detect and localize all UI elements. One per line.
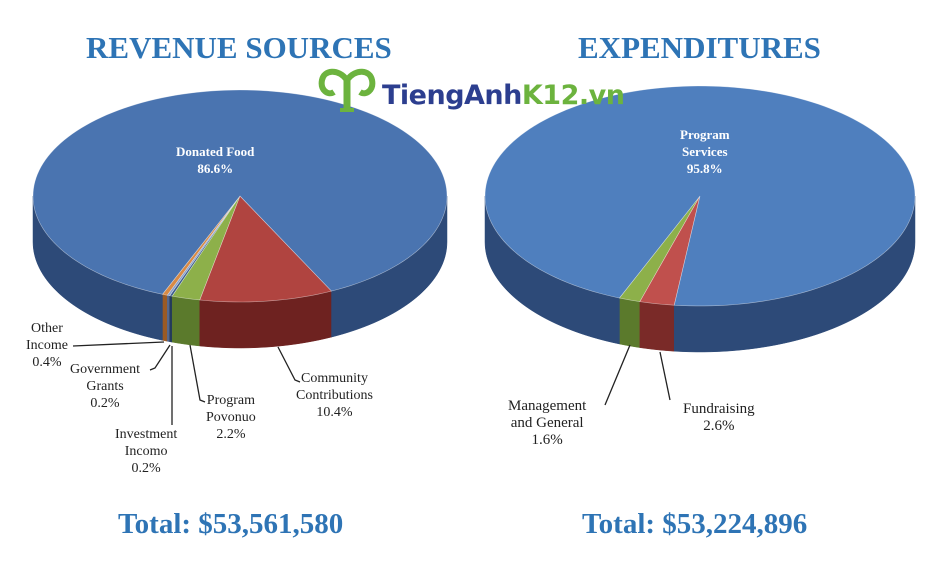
leader-other-income	[72, 341, 165, 347]
label-value: 2.2%	[216, 427, 246, 442]
label-text: Fundraising	[683, 401, 755, 417]
leader-fundraising	[659, 351, 671, 401]
label-other-income: Other Income 0.4%	[26, 320, 68, 371]
label-management-general: Management and General 1.6%	[508, 398, 586, 449]
slice-community-contributions	[199, 195, 333, 303]
slice-fundraising-side	[639, 301, 675, 352]
label-program-services: Program Services 95.8%	[680, 126, 730, 177]
slice-program-services	[484, 85, 916, 307]
label-text: Donated Food	[176, 144, 255, 159]
leader-government-grants	[149, 344, 171, 371]
label-investment-income: Investment Incomo 0.2%	[115, 426, 177, 477]
slice-program-povonuo-side	[171, 295, 201, 347]
slice-management-and-general-side	[619, 297, 641, 348]
watermark-logo: TiengAnhK12.vn	[318, 66, 625, 112]
label-government-grants: Government Grants 0.2%	[70, 361, 140, 412]
label-value: 2.6%	[703, 418, 735, 434]
label-text: Services	[682, 144, 728, 159]
label-text: Contributions	[296, 388, 374, 403]
slice-other-income-side	[162, 293, 168, 342]
leader-community	[277, 346, 301, 383]
pie-tops	[32, 89, 448, 303]
label-text: Program	[206, 393, 255, 408]
label-text: Povonuo	[206, 410, 256, 425]
label-value: 86.6%	[197, 161, 234, 176]
logo-text-green: K12.vn	[521, 79, 625, 111]
label-value: 0.4%	[32, 355, 62, 370]
label-value: 0.2%	[131, 461, 161, 476]
pie-tops	[484, 85, 916, 307]
label-fundraising: Fundraising 2.6%	[683, 401, 755, 435]
label-community-contributions: Community Contributions 10.4%	[296, 370, 373, 421]
label-text: Other	[31, 321, 63, 336]
label-text: Government	[70, 362, 140, 377]
label-text: Community	[301, 371, 368, 386]
expenditures-title: EXPENDITURES	[578, 30, 821, 65]
label-text: Income	[26, 338, 68, 353]
label-value: 95.8%	[686, 161, 723, 176]
label-text: Grants	[86, 379, 124, 394]
leader-lines	[72, 341, 671, 425]
label-text: Incomo	[124, 444, 168, 459]
revenue-title: REVENUE SOURCES	[86, 30, 392, 65]
leader-program-revenue	[189, 344, 206, 403]
slice-government-grants-side	[167, 294, 170, 343]
label-text: Investment	[115, 427, 178, 442]
label-text: Program	[680, 127, 730, 142]
slice-investment-incomo-side	[169, 295, 173, 343]
revenue-pie	[32, 89, 448, 349]
expenditures-total: Total: $53,224,896	[582, 508, 808, 540]
label-text: Management	[508, 398, 587, 414]
slice-donated-food	[32, 89, 448, 295]
slice-fundraising	[639, 195, 701, 306]
pie-sides	[484, 195, 916, 353]
label-donated-food: Donated Food 86.6%	[176, 143, 254, 177]
label-value: 10.4%	[316, 405, 353, 420]
expenditures-pie	[484, 85, 916, 353]
label-value: 1.6%	[531, 432, 563, 448]
palm-logo-icon	[318, 68, 376, 112]
leader-management	[604, 344, 631, 406]
label-program-revenue: Program Povonuo 2.2%	[206, 392, 256, 443]
label-value: 0.2%	[90, 396, 120, 411]
revenue-total: Total: $53,561,580	[118, 508, 344, 540]
label-text: and General	[510, 415, 584, 431]
logo-text-dark: TiengAnh	[382, 79, 522, 111]
